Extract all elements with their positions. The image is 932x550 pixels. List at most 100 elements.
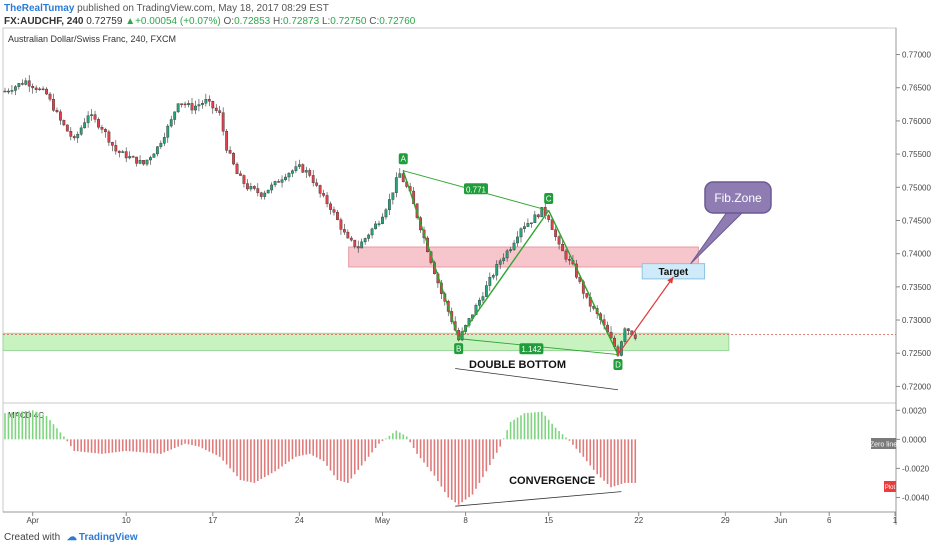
candle-body [263,192,267,197]
candle-body [41,88,45,91]
macd-bar [371,439,373,453]
candle-body [249,186,253,190]
candle-body [221,112,225,132]
macd-bar [409,439,411,443]
macd-bar [69,439,72,447]
macd-bar [617,439,619,486]
created-with-text: Created with [4,532,61,543]
candle-body [176,103,180,113]
macd-bar [506,430,508,440]
macd-bar [215,439,218,456]
macd-bar [11,412,13,440]
last-price: 0.72759 [86,16,123,27]
candle-body [550,219,554,230]
time-tick-label: Apr [26,516,39,525]
candle-body [124,151,128,159]
candle-body [83,122,87,129]
macd-tick-label: 0.0020 [902,406,927,415]
candle-body [97,119,100,128]
up-arrow-icon: ▲ [125,16,136,27]
candle-body [626,328,630,331]
macd-bar [527,412,529,440]
candle-body [568,259,571,261]
macd-bar [464,439,467,500]
candle-body [318,185,322,194]
candle-body [401,173,405,183]
xab-leg-a-b [402,170,460,339]
macd-bar [596,439,598,475]
candle-body [194,105,197,111]
tradingview-brand[interactable]: TradingView [78,532,138,543]
macd-bar [343,439,346,482]
candle-body [481,296,485,301]
candle-body [266,189,270,194]
macd-bar [153,439,155,454]
macd-bar [139,439,141,453]
footer: Created with ☁ TradingView [4,532,138,543]
chart-title: Australian Dollar/Swiss Franc, 240, FXCM [8,34,176,44]
candle-body [173,111,177,120]
candle-body [17,83,21,87]
candle-body [259,192,263,197]
candle-body [484,285,488,297]
candle-body [564,250,568,260]
macd-bar [284,439,287,465]
macd-bar [329,439,332,471]
macd-bar [253,439,256,483]
point-label-d: D [615,361,621,370]
time-tick-label: 29 [721,516,730,525]
macd-bar [166,439,169,451]
candle-body [273,181,277,186]
macd-bar [627,439,630,483]
macd-bar [205,439,207,450]
macd-bar [257,439,259,481]
candle-body [561,243,564,252]
macd-bar [191,439,193,446]
ratio-label: 0.771 [466,185,487,194]
macd-bar [76,439,79,452]
price-tick-label: 0.77000 [902,51,931,60]
candle-body [502,257,506,262]
candle-body [360,241,364,249]
macd-bar [336,439,339,481]
macd-bar [118,439,121,452]
macd-bar [485,439,488,472]
macd-bar [575,439,578,449]
macd-bar [398,432,401,440]
macd-bar [180,439,183,446]
macd-bar [24,410,27,440]
macd-tick-label: -0.0020 [902,464,930,473]
candle-body [121,151,125,153]
macd-bar [547,419,550,440]
candle-body [166,125,170,138]
macd-bar [419,439,422,459]
candle-body [204,98,208,104]
author-link[interactable]: TheRealTumay [4,3,75,14]
candle-body [495,264,499,276]
candle-body [301,164,305,173]
macd-bar [634,439,637,483]
macd-pane[interactable] [2,402,897,513]
macd-bar [59,432,62,440]
candle-body [342,229,346,233]
macd-bar [211,439,214,454]
macd-bar [551,423,553,440]
candle-body [235,163,239,175]
macd-bar [246,439,249,482]
candle-body [346,231,350,239]
candle-body [10,90,14,92]
price-tick-label: 0.76500 [902,84,931,93]
price-tick-label: 0.76000 [902,117,931,126]
candle-body [20,83,24,85]
candle-body [540,207,544,218]
price-change: +0.00054 (+0.07%) [135,16,221,27]
macd-bar [437,439,439,482]
candle-body [509,249,513,252]
price-tick-label: 0.72500 [902,349,931,358]
candle-body [256,188,260,193]
point-label-c: C [546,195,552,204]
candle-body [149,157,152,161]
macd-bar [63,436,65,440]
macd-bar [385,438,387,440]
